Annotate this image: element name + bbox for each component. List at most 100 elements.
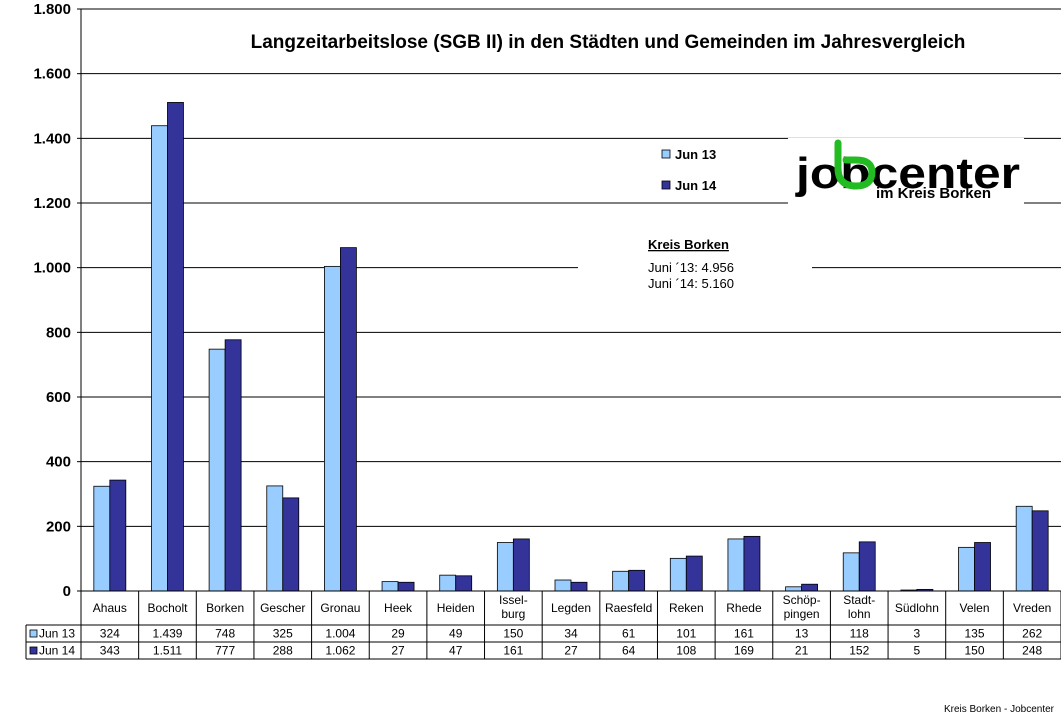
y-tick-label: 1.600 — [33, 66, 71, 83]
table-cell: 343 — [100, 644, 120, 658]
bar-jun14 — [512, 538, 530, 592]
y-tick-label: 400 — [46, 454, 71, 471]
table-cell: 13 — [795, 627, 809, 641]
bar-jun14 — [455, 575, 473, 592]
legend-swatch-jun14 — [661, 180, 671, 190]
bar-jun14 — [858, 541, 876, 592]
bar-jun13 — [554, 579, 572, 592]
category-label: Ahaus — [93, 601, 127, 615]
category-label: Gronau — [320, 601, 360, 615]
category-label: Südlohn — [895, 601, 939, 615]
footer-credit: Kreis Borken - Jobcenter — [944, 704, 1055, 715]
bar-jun13 — [958, 546, 975, 592]
table-series-name: Jun 14 — [39, 644, 75, 658]
annotation-title: Kreis Borken — [648, 237, 729, 252]
table-cell: 777 — [215, 644, 235, 658]
table-cell: 135 — [965, 627, 985, 641]
table-cell: 248 — [1022, 644, 1042, 658]
category-label: Rhede — [726, 601, 762, 615]
y-tick-label: 1.200 — [33, 195, 71, 212]
category-label: Bocholt — [147, 601, 188, 615]
category-label: Schöp- — [783, 593, 821, 607]
bar-jun13 — [496, 542, 514, 592]
table-cell: 108 — [676, 644, 696, 658]
category-label: Legden — [551, 601, 591, 615]
table-cell: 1.004 — [325, 627, 355, 641]
y-tick-label: 600 — [46, 389, 71, 406]
category-label: Gescher — [260, 601, 305, 615]
table-cell: 150 — [503, 627, 523, 641]
table-cell: 49 — [449, 627, 463, 641]
legend: Jun 13 Jun 14 — [661, 147, 717, 193]
table-cell: 61 — [622, 627, 636, 641]
table-cell: 101 — [676, 627, 696, 641]
annotation-line-2: Juni ´14: 5.160 — [648, 276, 734, 291]
bar-jun13 — [151, 125, 168, 592]
logo-background — [788, 138, 1024, 204]
y-tick-label: 1.000 — [33, 260, 71, 277]
category-label: lohn — [848, 607, 871, 621]
bar-jun14 — [801, 583, 818, 592]
category-label: Issel- — [499, 593, 528, 607]
table-cell: 34 — [564, 627, 578, 641]
category-label: burg — [501, 607, 525, 621]
bar-jun13 — [612, 570, 630, 592]
bar-jun13 — [785, 586, 802, 592]
bar-jun14 — [974, 542, 991, 592]
bar-jun14 — [743, 535, 761, 592]
bar-jun13 — [727, 538, 745, 592]
category-label: Reken — [669, 601, 704, 615]
category-label: Heiden — [437, 601, 475, 615]
table-cell: 1.511 — [153, 644, 182, 658]
table-cell: 27 — [564, 644, 578, 658]
table-cell: 27 — [391, 644, 405, 658]
bar-jun13 — [381, 581, 399, 592]
table-cell: 3 — [914, 627, 921, 641]
logo-wordmark: jobcenter — [795, 149, 1020, 198]
y-tick-label: 800 — [46, 324, 71, 341]
table-cell: 288 — [273, 644, 293, 658]
annotation-line-1: Juni ´13: 4.956 — [648, 260, 734, 275]
bar-jun13 — [439, 574, 457, 592]
table-cell: 118 — [850, 627, 869, 641]
y-axis-ticks: 0 200 400 600 800 1.000 1.200 1.400 1.600 1.800 — [33, 1, 71, 600]
category-label: Raesfeld — [605, 601, 652, 615]
bar-jun14 — [570, 581, 588, 592]
bar-jun13 — [324, 265, 341, 592]
chart-title: Langzeitarbeitslose (SGB II) in den Städ… — [251, 32, 966, 53]
bar-jun13 — [93, 485, 111, 592]
legend-label-jun14: Jun 14 — [675, 178, 717, 193]
legend-label-jun13: Jun 13 — [675, 147, 716, 162]
annotation-background — [578, 228, 812, 298]
bar-jun13 — [669, 557, 687, 592]
table-cell: 152 — [849, 644, 869, 658]
y-tick-label: 200 — [46, 518, 71, 535]
table-cell: 1.439 — [152, 627, 182, 641]
table-cell: 47 — [449, 644, 463, 658]
category-label: Stadt- — [843, 593, 875, 607]
bar-jun14 — [282, 497, 300, 592]
bar-jun13 — [1015, 505, 1033, 592]
y-tick-label: 1.400 — [33, 130, 71, 147]
table-cell: 1.062 — [325, 644, 355, 658]
category-label: Heek — [384, 601, 413, 615]
table-cell: 161 — [503, 644, 523, 658]
y-tick-label: 0 — [63, 583, 71, 600]
table-legend-key — [29, 629, 38, 638]
bar-jun13 — [842, 552, 860, 592]
table-cell: 324 — [100, 627, 120, 641]
table-legend-key — [29, 646, 38, 655]
table-cell: 262 — [1022, 627, 1042, 641]
bar-jun14 — [685, 555, 703, 592]
bar-jun14 — [628, 569, 646, 592]
table-cell: 150 — [965, 644, 985, 658]
table-cell: 5 — [914, 644, 921, 658]
bar-jun14 — [397, 581, 415, 592]
table-cell: 29 — [391, 627, 405, 641]
logo-subtitle: im Kreis Borken — [876, 185, 991, 202]
data-table: Ahaus Bocholt Borken Gescher Gronau Heek Heide… — [25, 590, 1061, 660]
table-cell: 161 — [734, 627, 754, 641]
bar-jun14 — [1031, 510, 1049, 592]
table-cell: 748 — [215, 627, 235, 641]
